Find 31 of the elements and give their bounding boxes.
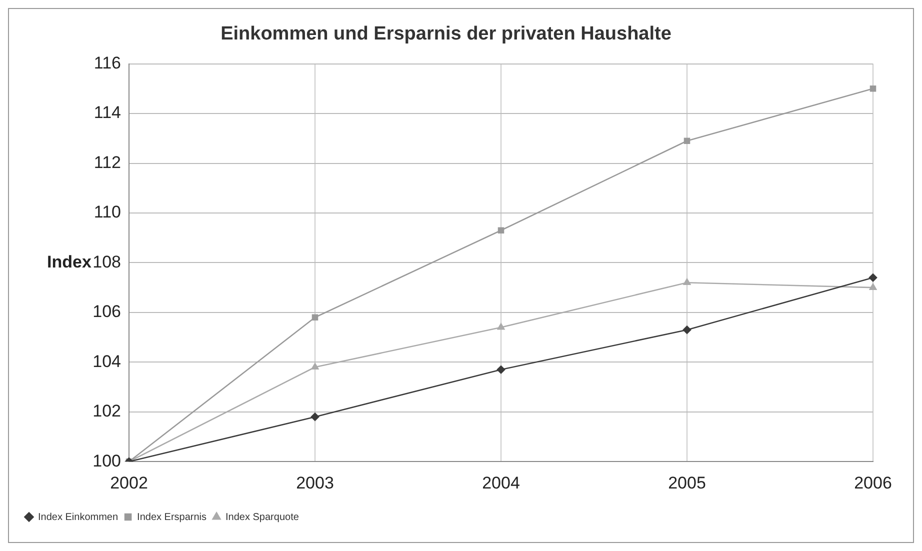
x-tick-label: 2005 xyxy=(668,473,706,492)
y-tick-label: 104 xyxy=(92,352,121,371)
y-tick-label: 112 xyxy=(94,152,121,172)
legend-label: Index Einkommen xyxy=(38,512,118,523)
point xyxy=(682,326,692,334)
point xyxy=(683,278,691,285)
chart-title: Einkommen und Ersparnis der privaten Haushalte xyxy=(220,24,672,45)
point xyxy=(497,323,505,330)
legend-label: Index Sparquote xyxy=(226,512,300,523)
legend-label: Index Ersparnis xyxy=(137,512,207,523)
point xyxy=(869,283,877,290)
y-tick-label: 108 xyxy=(92,252,121,272)
point xyxy=(310,412,320,421)
x-tick-label: 2004 xyxy=(482,473,520,492)
y-tick-label: 102 xyxy=(92,402,121,421)
y-tick-label: 114 xyxy=(94,103,121,122)
point xyxy=(496,365,506,374)
point xyxy=(311,362,319,370)
point xyxy=(498,227,504,234)
point xyxy=(312,314,318,321)
y-tick-label: 106 xyxy=(92,302,121,322)
point xyxy=(870,86,876,92)
y-tick-label: 100 xyxy=(92,451,121,470)
y-tick-label: 116 xyxy=(94,53,121,72)
x-tick-label: 2003 xyxy=(296,473,334,492)
y-tick-label: 110 xyxy=(94,202,121,222)
x-tick-label: 2006 xyxy=(854,473,892,492)
y-axis-title: Index xyxy=(47,252,92,272)
point xyxy=(868,273,878,282)
x-tick-label: 2002 xyxy=(110,473,148,492)
point xyxy=(684,138,690,144)
